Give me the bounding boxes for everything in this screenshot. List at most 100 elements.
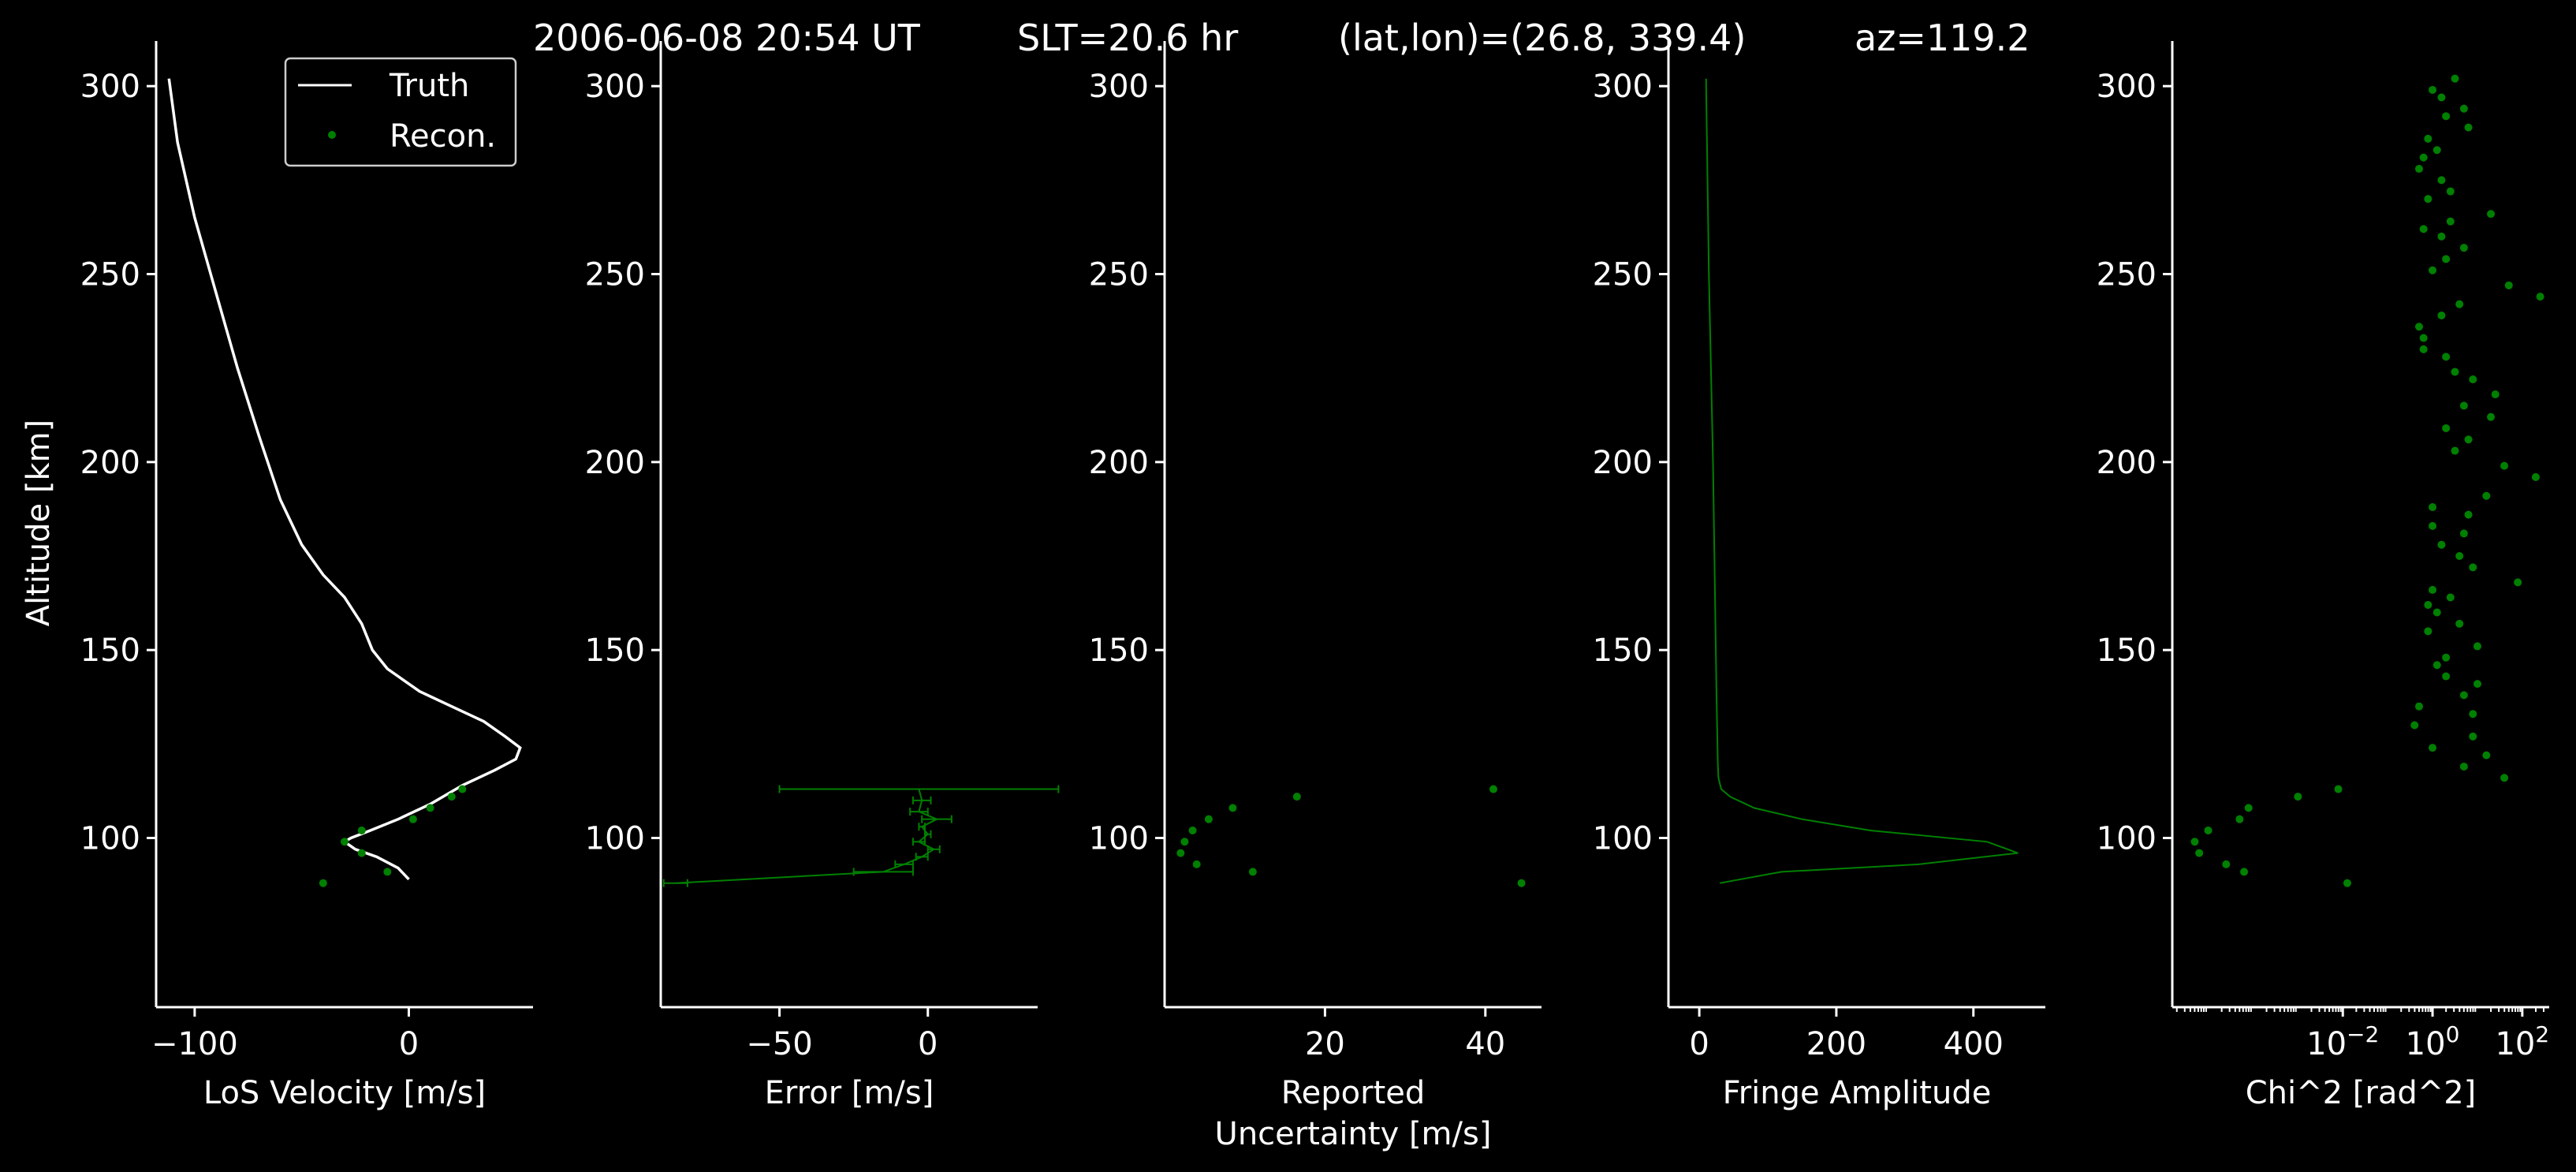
data-point [2459,401,2468,410]
data-point [1228,804,1237,812]
data-point [2451,74,2459,83]
x-tick-label: 0 [399,1026,419,1062]
y-tick-label: 250 [585,257,645,293]
data-point [2410,721,2419,730]
data-point [2500,461,2509,470]
data-point [2419,334,2428,342]
series-line-truth [167,78,522,881]
x-tick-label: −100 [151,1026,238,1062]
panel-velocity: 100 150 200 250 300 −100 0 LoS Velocity [m/s] [80,41,533,1111]
x-axis-label: Fringe Amplitude [1723,1075,1992,1111]
data-point [319,879,327,887]
y-tick-label: 250 [1593,257,1653,293]
data-point [1180,838,1189,846]
y-tick-label: 250 [2097,257,2157,293]
data-point [1176,849,1185,857]
y-tick-label: 300 [2097,69,2157,105]
data-point [2195,849,2204,857]
title-timestamp: 2006-06-08 20:54 UT [533,17,921,59]
data-point [2451,446,2459,455]
data-point [357,826,366,834]
data-point [408,815,417,823]
y-tick-label: 300 [585,69,645,105]
legend: Truth Recon. [284,57,517,167]
data-point [2244,804,2253,812]
data-point [2442,672,2451,681]
data-point [2414,165,2423,174]
data-point [447,793,456,801]
data-point [2190,838,2199,846]
x-tick-label: 0 [1689,1026,1709,1062]
data-point [2451,368,2459,376]
data-point [2437,176,2446,185]
data-point [2459,691,2468,700]
data-point [2442,255,2451,263]
y-tick-label: 100 [585,821,645,857]
data-point [2487,210,2496,218]
data-point [2473,680,2481,689]
x-axis-label: Uncertainty [m/s] [1215,1116,1492,1152]
data-point [2294,793,2302,801]
data-point [2424,195,2432,203]
panel-fringe-amplitude: 100 150 200 250 300 0 200 400 Fringe Amplitude [1593,41,2045,1111]
data-point [2455,300,2464,308]
data-point [2473,642,2481,651]
y-tick-label: 200 [585,445,645,481]
y-axis-label: Altitude [km] [21,420,57,626]
y-tick-label: 150 [1593,633,1653,669]
panel-chi-squared: 100 150 200 250 300 10−2 100 102 Chi^2 [rad^2] [2097,41,2549,1111]
data-point [2437,93,2446,102]
figure-title: 2006-06-08 20:54 UT SLT=20.6 hr (lat,lon… [533,17,2030,59]
data-point [2419,153,2428,162]
y-tick-label: 150 [585,633,645,669]
data-point [2459,244,2468,252]
data-point [2240,868,2249,876]
x-tick-label: −50 [746,1026,812,1062]
y-tick-label: 200 [80,445,140,481]
data-point [2464,435,2473,444]
data-point [2446,217,2455,226]
data-point [2429,503,2437,512]
legend-recon-swatch [328,131,336,139]
data-point [2429,585,2437,594]
data-point [1489,785,1497,793]
data-point [2442,424,2451,432]
x-tick-label: 400 [1944,1026,2004,1062]
data-point [2235,815,2244,823]
data-point [2432,146,2441,155]
data-point [383,868,392,876]
title-azimuth: az=119.2 [1855,17,2030,59]
data-point [1517,879,1526,887]
data-point [2514,578,2522,587]
data-point [2442,112,2451,121]
x-tick-label: 0 [918,1026,938,1062]
data-point [2432,661,2441,670]
y-tick-label: 100 [1089,821,1149,857]
data-point [2429,744,2437,752]
data-point [1204,815,1213,823]
y-tick-label: 150 [80,633,140,669]
y-tick-label: 250 [80,257,140,293]
data-point [1188,826,1197,834]
data-point [2455,552,2464,561]
x-tick-label: 10−2 [2306,1021,2379,1062]
y-tick-label: 100 [2097,821,2157,857]
series-line [1705,78,2019,884]
y-tick-label: 200 [1089,445,1149,481]
y-tick-label: 300 [80,69,140,105]
y-tick-label: 300 [1089,69,1149,105]
data-point [2464,510,2473,519]
panel-error: 100 150 200 250 300 −50 0 Error [m/s] [585,41,1060,1111]
data-point [2482,751,2491,760]
y-tick-label: 300 [1593,69,1653,105]
x-tick-label: 20 [1305,1026,1345,1062]
data-point [2414,323,2423,331]
data-point [2424,600,2432,609]
data-point [2491,390,2500,399]
data-point [2459,762,2468,771]
data-point [1192,860,1201,868]
data-point [2432,608,2441,617]
data-point [2459,104,2468,113]
data-point [2446,593,2455,602]
data-point [2343,879,2351,887]
